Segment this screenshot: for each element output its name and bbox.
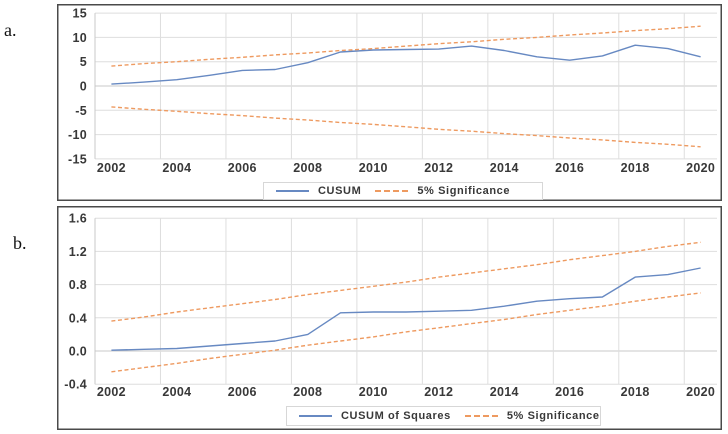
y-tick-label: 10 (72, 31, 87, 45)
x-tick-label: 2008 (293, 161, 322, 175)
y-tick-label: 1.2 (69, 245, 87, 259)
significance-lower-line (111, 106, 701, 148)
legend-label-significance: 5% Significance (417, 185, 511, 197)
x-tick-label: 2014 (490, 385, 519, 399)
x-tick-label: 2006 (228, 161, 257, 175)
panel-label-b: b. (13, 233, 27, 253)
x-tick-label: 2020 (686, 385, 715, 399)
y-tick-label: 1.6 (69, 212, 87, 226)
x-tick-label: 2018 (621, 161, 650, 175)
x-tick-label: 2018 (621, 385, 650, 399)
y-tick-label: 5 (80, 55, 87, 69)
legend-label-cusum: CUSUM (318, 185, 362, 197)
chart-frame (57, 4, 722, 201)
x-tick-label: 2012 (424, 161, 453, 175)
y-tick-label: 0.0 (69, 345, 87, 359)
x-tick-label: 2010 (359, 161, 388, 175)
x-tick-label: 2006 (228, 385, 257, 399)
y-tick-label: 0.4 (69, 311, 87, 325)
x-tick-label: 2002 (97, 385, 126, 399)
legend-label-cusum-of-squares: CUSUM of Squares (341, 410, 451, 422)
x-tick-label: 2020 (686, 161, 715, 175)
x-tick-label: 2008 (293, 385, 322, 399)
y-tick-label: -5 (75, 104, 87, 118)
x-tick-label: 2004 (162, 161, 191, 175)
x-tick-label: 2010 (359, 385, 388, 399)
y-tick-label: 0.8 (69, 278, 87, 292)
y-tick-label: -10 (68, 128, 87, 142)
chart-frame (57, 206, 722, 430)
x-tick-label: 2016 (555, 161, 584, 175)
significance-lower-line (111, 292, 701, 373)
y-tick-label: -15 (68, 152, 87, 166)
cusum-of-squares-line-sample (299, 415, 332, 417)
legend-cusum-of-squares: CUSUM of Squares 5% Significance (286, 406, 601, 426)
x-tick-label: 2004 (162, 385, 191, 399)
cusum-line (111, 44, 701, 85)
y-tick-label: 0 (80, 80, 87, 94)
significance-line-sample (375, 190, 409, 192)
significance-upper-line (111, 25, 701, 67)
legend-cusum: CUSUM 5% Significance (263, 182, 543, 200)
x-tick-label: 2012 (424, 385, 453, 399)
x-tick-label: 2016 (555, 385, 584, 399)
y-tick-label: 15 (72, 7, 87, 21)
x-tick-label: 2014 (490, 161, 519, 175)
legend-label-significance: 5% Significance (506, 410, 600, 422)
cusum-of-squares-chart-svg: 1.6 1.2 0.8 0.4 0.0 -0.4 2002 2004 2006 2008 2010 2… (57, 206, 722, 430)
cusum-chart: 15 10 5 0 -5 -10 -15 2002 2004 2006 2008 2010 2012 20… (57, 4, 722, 201)
x-tick-label: 2002 (97, 161, 126, 175)
panel-label-a: a. (4, 20, 17, 40)
significance-upper-line (111, 241, 701, 322)
cusum-chart-svg: 15 10 5 0 -5 -10 -15 2002 2004 2006 2008 2010 2012 20… (57, 4, 722, 201)
cusum-of-squares-chart: 1.6 1.2 0.8 0.4 0.0 -0.4 2002 2004 2006 2008 2010 2… (57, 206, 722, 430)
y-tick-label: -0.4 (64, 378, 87, 392)
significance-line-sample (464, 415, 498, 417)
cusum-line-sample (276, 190, 309, 192)
cusum-of-squares-line (111, 267, 701, 351)
